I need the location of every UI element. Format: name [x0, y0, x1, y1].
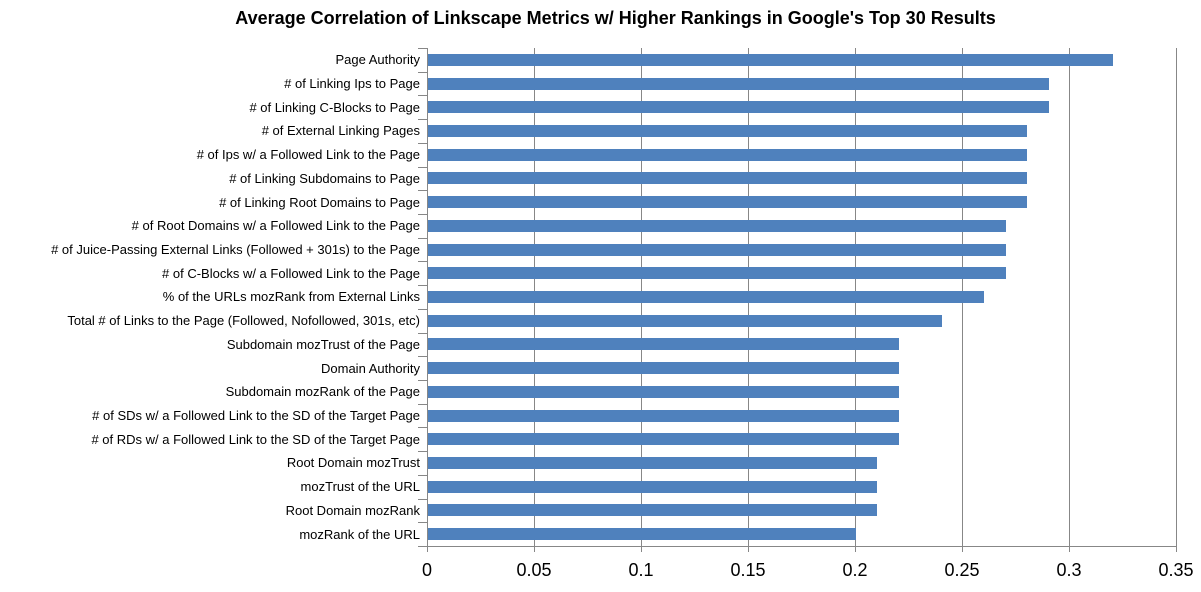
gridline	[1176, 48, 1177, 546]
bar	[428, 314, 942, 327]
bar	[428, 362, 899, 375]
x-axis-tick	[1069, 546, 1070, 552]
y-axis-tick	[418, 285, 427, 287]
y-axis-tick	[418, 308, 427, 310]
y-axis-line	[427, 48, 428, 546]
y-axis-tick	[418, 190, 427, 192]
category-label: # of Linking C-Blocks to Page	[249, 99, 420, 115]
bar	[428, 77, 1049, 90]
y-axis-tick	[418, 119, 427, 121]
y-axis-tick	[418, 380, 427, 381]
bar	[428, 53, 1113, 66]
x-axis-tick	[641, 546, 642, 552]
bar	[428, 528, 856, 541]
bar	[428, 385, 899, 398]
x-axis-tick	[962, 546, 963, 552]
plot-area	[427, 48, 1177, 546]
y-axis-tick	[418, 48, 427, 49]
bar	[428, 409, 899, 422]
category-label: # of RDs w/ a Followed Link to the SD of…	[91, 431, 420, 447]
y-axis-tick	[418, 546, 427, 547]
category-label: mozTrust of the URL	[300, 479, 420, 495]
category-label: # of SDs w/ a Followed Link to the SD of…	[92, 408, 420, 424]
bar	[428, 433, 899, 446]
category-label: Total # of Links to the Page (Followed, …	[67, 313, 420, 329]
x-axis-tick-label: 0.25	[944, 560, 980, 580]
category-label: mozRank of the URL	[299, 526, 420, 542]
y-axis-tick	[418, 261, 427, 263]
category-label: Domain Authority	[321, 360, 420, 376]
y-axis-tick	[418, 166, 427, 168]
category-label: # of Ips w/ a Followed Link to the Page	[196, 147, 420, 163]
category-label: # of C-Blocks w/ a Followed Link to the …	[162, 265, 420, 281]
x-axis-tick-label: 0.2	[842, 560, 868, 580]
x-axis-tick-label: 0.05	[516, 560, 552, 580]
y-axis-tick	[418, 214, 427, 215]
category-label: # of Juice-Passing External Links (Follo…	[51, 242, 420, 258]
bar	[428, 172, 1028, 185]
x-axis-tick-label: 0.35	[1158, 560, 1194, 580]
category-label: # of Linking Root Domains to Page	[219, 194, 420, 210]
category-label: Subdomain mozTrust of the Page	[226, 336, 420, 352]
y-axis-tick	[418, 71, 427, 73]
category-axis-labels: Page Authority # of Linking Ips to Page # …	[0, 48, 420, 546]
y-axis-tick	[418, 95, 427, 97]
x-axis-tick-label: 0.15	[730, 560, 766, 580]
y-axis-tick	[418, 522, 427, 524]
bar	[428, 457, 878, 469]
bar	[428, 480, 878, 493]
bar	[428, 219, 1006, 232]
category-label: Root Domain mozTrust	[286, 455, 420, 471]
y-axis-tick	[418, 498, 427, 500]
category-label: # of Linking Subdomains to Page	[229, 170, 420, 186]
category-label: Subdomain mozRank of the Page	[225, 384, 420, 400]
bar	[428, 101, 1049, 114]
category-label: % of the URLs mozRank from External Link…	[162, 289, 420, 305]
y-axis-tick	[418, 451, 427, 453]
y-axis-tick	[418, 403, 427, 405]
y-axis-tick	[418, 237, 427, 239]
y-axis-tick	[418, 427, 427, 429]
x-axis-tick-label: 0.1	[628, 560, 654, 580]
x-axis-tick-label: 0.3	[1056, 560, 1082, 580]
y-axis-tick	[418, 142, 427, 144]
category-label: # of External Linking Pages	[261, 123, 420, 139]
category-label: Root Domain mozRank	[285, 502, 420, 518]
y-axis-tick	[418, 474, 427, 476]
category-label: Page Authority	[335, 52, 420, 68]
chart-title: Average Correlation of Linkscape Metrics…	[235, 8, 996, 28]
x-axis-tick	[427, 546, 428, 552]
x-axis-line	[427, 546, 1177, 547]
y-axis-tick	[418, 332, 427, 334]
bar	[428, 243, 1006, 256]
category-label: # of Root Domains w/ a Followed Link to …	[131, 218, 420, 234]
y-axis-tick	[418, 356, 427, 358]
bar	[428, 148, 1028, 161]
bar	[428, 267, 1006, 280]
bar	[428, 504, 878, 517]
x-axis-tick	[1176, 546, 1177, 552]
x-axis-tick-label: 0	[421, 560, 433, 580]
x-axis-tick	[534, 546, 535, 552]
bar	[428, 338, 899, 351]
gridline	[1069, 48, 1070, 546]
bar	[428, 291, 985, 303]
x-axis-tick	[855, 546, 856, 552]
bar	[428, 125, 1028, 137]
bar	[428, 196, 1028, 209]
category-label: # of Linking Ips to Page	[284, 76, 420, 92]
x-axis-tick	[748, 546, 749, 552]
